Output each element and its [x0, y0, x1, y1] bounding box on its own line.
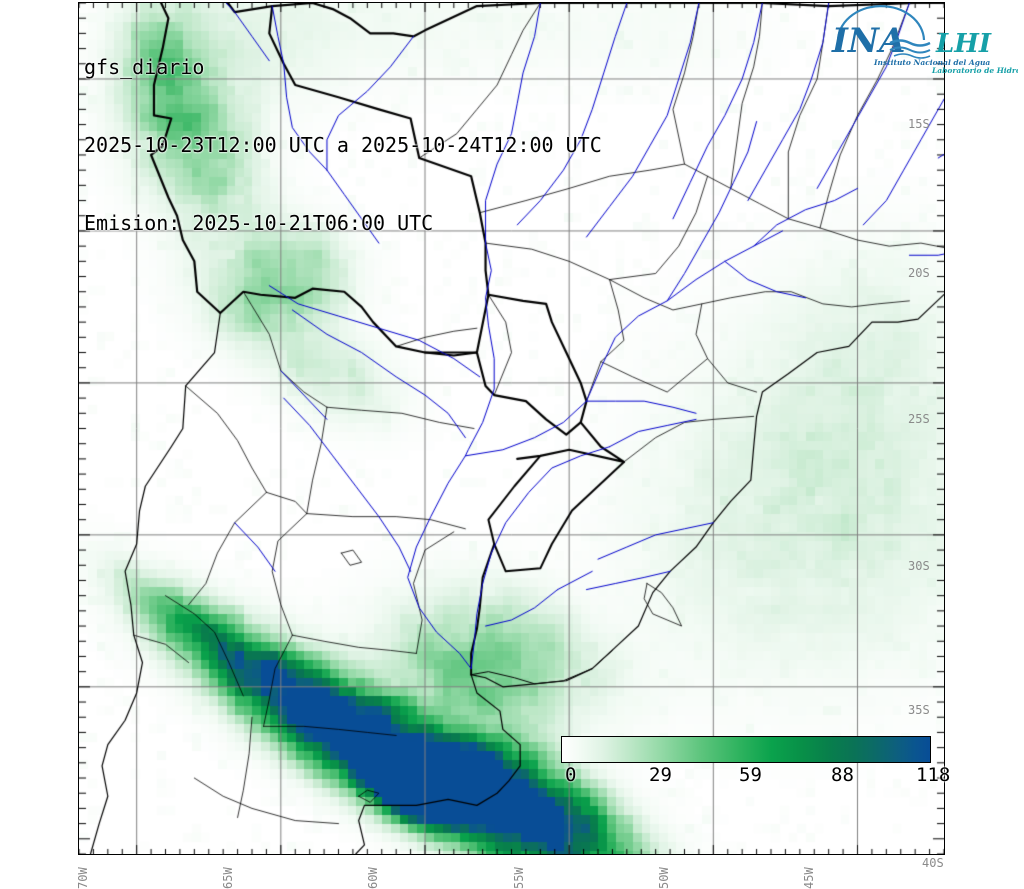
lon-label-45w: 45W: [802, 867, 816, 889]
emission-label: Emision: 2025-10-21T06:00 UTC: [84, 211, 434, 235]
lat-label-35s: 35S: [908, 703, 930, 717]
corner-label-40s: 40S: [922, 856, 944, 870]
lon-label-55w: 55W: [512, 867, 526, 889]
model-label: gfs_diario: [84, 55, 205, 79]
colorbar: 0 29 59 88 118: [561, 736, 950, 786]
colorbar-tick-29: 29: [649, 764, 672, 786]
precipitation-forecast-map: gfs_diario 2025-10-23T12:00 UTC a 2025-1…: [76, 2, 1024, 889]
colorbar-tick-88: 88: [831, 764, 854, 786]
colorbar-tick-labels: 0 29 59 88 118: [561, 763, 950, 786]
lat-label-30s: 30S: [908, 559, 930, 573]
svg-text:LHI: LHI: [935, 29, 992, 59]
lon-label-65w: 65W: [221, 867, 235, 889]
lat-label-25s: 25S: [908, 412, 930, 426]
colorbar-tick-59: 59: [739, 764, 762, 786]
title-block: gfs_diario 2025-10-23T12:00 UTC a 2025-1…: [84, 2, 602, 288]
lon-label-50w: 50W: [657, 867, 671, 889]
lon-label-70w: 70W: [76, 867, 90, 889]
lat-label-20s: 20S: [908, 266, 930, 280]
valid-range-label: 2025-10-23T12:00 UTC a 2025-10-24T12:00 …: [84, 133, 602, 157]
lat-label-15s: 15S: [908, 117, 930, 131]
svg-text:Laboratorio de Hidrologia: Laboratorio de Hidrologia: [931, 66, 1018, 74]
map-frame: [78, 2, 945, 855]
colorbar-tick-0: 0: [565, 764, 577, 786]
svg-text:Instituto Nacional del Agua: Instituto Nacional del Agua: [873, 58, 990, 67]
logo-svg: INA LHI Instituto Nacional del Agua Labo…: [831, 5, 1024, 75]
lon-label-60w: 60W: [366, 867, 380, 889]
colorbar-gradient: [561, 736, 931, 763]
colorbar-tick-118: 118: [916, 764, 951, 786]
precipitation-raster-canvas: [79, 3, 944, 854]
ina-lhi-logo: INA LHI Instituto Nacional del Agua Labo…: [828, 2, 1024, 75]
